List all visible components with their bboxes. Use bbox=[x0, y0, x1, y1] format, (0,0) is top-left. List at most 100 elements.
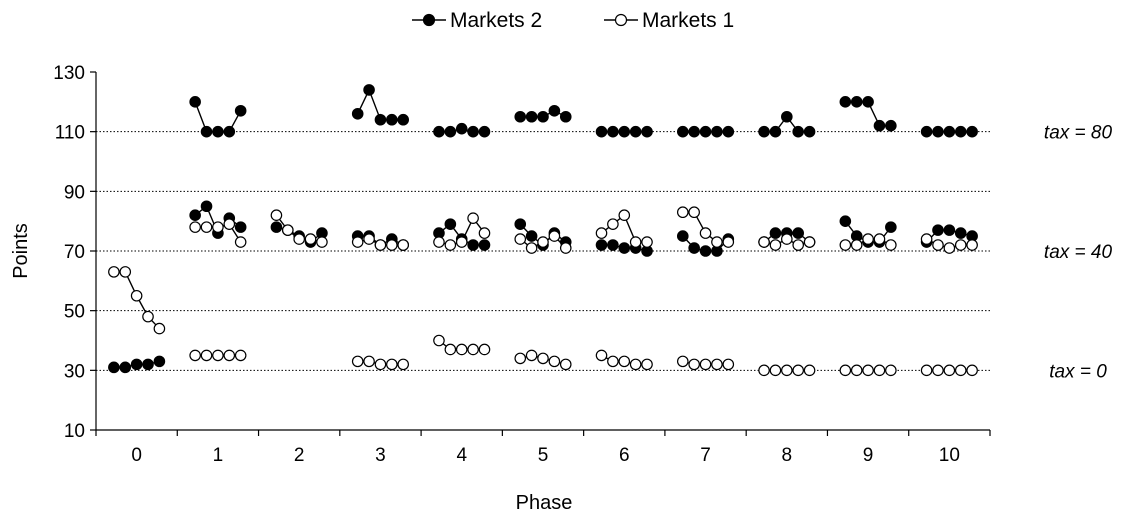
point-markets-1-phase-8-14-4 bbox=[804, 365, 814, 375]
point-markets-2-phase-3-4-2 bbox=[375, 115, 385, 125]
point-markets-2-phase-8-15-1 bbox=[770, 228, 780, 238]
point-markets-1-phase-7-13-1 bbox=[689, 207, 699, 217]
point-markets-1-phase-5-9-0 bbox=[515, 234, 525, 244]
point-markets-1-phase-9-16-2 bbox=[863, 365, 873, 375]
y-axis-ticks: 10 30 50 70 90 110 130 bbox=[53, 63, 96, 442]
point-markets-2-phase-5-8-1 bbox=[526, 112, 536, 122]
point-markets-1-phase-3-5-1 bbox=[364, 234, 374, 244]
point-markets-1-phase-6-11-3 bbox=[630, 237, 640, 247]
point-markets-1-phase-4-6-2 bbox=[457, 344, 467, 354]
point-markets-2-phase-9-16-1 bbox=[852, 97, 862, 107]
y-tick-label-30: 30 bbox=[64, 361, 85, 382]
point-markets-2-phase-4-7-4 bbox=[479, 240, 489, 250]
point-markets-1-phase-4-7-1 bbox=[445, 240, 455, 250]
point-markets-1-phase-1-1-3 bbox=[224, 350, 234, 360]
point-markets-1-phase-8-15-3 bbox=[793, 240, 803, 250]
point-markets-2-phase-10-18-0 bbox=[921, 126, 931, 136]
point-markets-1-phase-1-2-3 bbox=[224, 219, 234, 229]
y-tick-label-110: 110 bbox=[55, 123, 85, 144]
point-markets-1-phase-5-8-0 bbox=[515, 353, 525, 363]
point-markets-2-phase-4-6-1 bbox=[445, 126, 455, 136]
point-markets-1-phase-8-14-0 bbox=[759, 365, 769, 375]
point-markets-1-phase-10-18-0 bbox=[921, 365, 931, 375]
point-markets-1-phase-0-0-2 bbox=[131, 291, 141, 301]
point-markets-1-phase-2-3-0 bbox=[271, 210, 281, 220]
point-markets-2-phase-8-14-4 bbox=[804, 126, 814, 136]
point-markets-1-phase-6-10-4 bbox=[642, 359, 652, 369]
point-markets-1-phase-4-6-1 bbox=[445, 344, 455, 354]
point-markets-1-phase-5-9-2 bbox=[538, 237, 548, 247]
point-markets-2-phase-8-14-3 bbox=[793, 126, 803, 136]
point-markets-2-phase-3-4-3 bbox=[387, 115, 397, 125]
point-markets-1-phase-5-8-1 bbox=[526, 350, 536, 360]
point-markets-1-phase-6-10-1 bbox=[608, 356, 618, 366]
point-markets-1-phase-10-18-4 bbox=[967, 365, 977, 375]
point-markets-2-phase-9-17-4 bbox=[886, 222, 896, 232]
point-markets-2-phase-3-4-0 bbox=[352, 109, 362, 119]
point-markets-2-phase-3-4-4 bbox=[398, 115, 408, 125]
point-markets-1-phase-3-4-4 bbox=[398, 359, 408, 369]
x-tick-label-2: 2 bbox=[294, 445, 305, 466]
point-markets-2-phase-8-14-2 bbox=[782, 112, 792, 122]
point-markets-2-phase-9-16-2 bbox=[863, 97, 873, 107]
point-markets-1-phase-7-12-2 bbox=[700, 359, 710, 369]
y-axis-title: Points bbox=[10, 223, 32, 279]
point-markets-1-phase-9-17-3 bbox=[874, 234, 884, 244]
point-markets-2-phase-3-4-1 bbox=[364, 85, 374, 95]
point-markets-1-phase-4-6-3 bbox=[468, 344, 478, 354]
point-markets-1-phase-0-0-3 bbox=[143, 311, 153, 321]
point-markets-2-phase-7-13-2 bbox=[700, 246, 710, 256]
plot-area bbox=[109, 85, 978, 376]
legend-item-markets-1: Markets 1 bbox=[604, 9, 734, 32]
point-markets-1-phase-7-12-1 bbox=[689, 359, 699, 369]
point-markets-1-phase-9-16-0 bbox=[840, 365, 850, 375]
point-markets-1-phase-1-2-1 bbox=[201, 222, 211, 232]
point-markets-1-phase-9-16-4 bbox=[886, 365, 896, 375]
point-markets-2-phase-6-10-2 bbox=[619, 126, 629, 136]
legend-marker-markets-1 bbox=[616, 15, 627, 26]
point-markets-2-phase-6-10-1 bbox=[608, 126, 618, 136]
point-markets-1-phase-4-7-3 bbox=[468, 213, 478, 223]
point-markets-2-phase-5-9-0 bbox=[515, 219, 525, 229]
point-markets-1-phase-6-10-2 bbox=[619, 356, 629, 366]
point-markets-2-phase-1-1-1 bbox=[201, 126, 211, 136]
point-markets-1-phase-8-14-1 bbox=[770, 365, 780, 375]
point-markets-1-phase-8-15-4 bbox=[804, 237, 814, 247]
point-markets-1-phase-2-3-4 bbox=[317, 237, 327, 247]
point-markets-2-phase-1-2-0 bbox=[190, 210, 200, 220]
annotation-2: tax = 0 bbox=[1049, 361, 1107, 382]
annotation-1: tax = 40 bbox=[1044, 242, 1113, 263]
point-markets-1-phase-2-3-1 bbox=[283, 225, 293, 235]
point-markets-2-phase-0-0-4 bbox=[154, 356, 164, 366]
annotation-0: tax = 80 bbox=[1044, 123, 1113, 144]
point-markets-2-phase-5-8-3 bbox=[549, 106, 559, 116]
point-markets-2-phase-0-0-0 bbox=[109, 362, 119, 372]
x-tick-label-6: 6 bbox=[619, 445, 630, 466]
y-tick-label-70: 70 bbox=[64, 242, 85, 263]
point-markets-2-phase-0-0-1 bbox=[120, 362, 130, 372]
series-markets-2 bbox=[109, 85, 978, 373]
point-markets-1-phase-8-15-0 bbox=[759, 237, 769, 247]
point-markets-1-phase-5-8-4 bbox=[561, 359, 571, 369]
point-markets-1-phase-8-15-1 bbox=[770, 240, 780, 250]
point-markets-1-phase-6-11-4 bbox=[642, 237, 652, 247]
point-markets-1-phase-10-18-3 bbox=[956, 365, 966, 375]
point-markets-1-phase-1-1-4 bbox=[235, 350, 245, 360]
point-markets-1-phase-6-10-0 bbox=[596, 350, 606, 360]
point-markets-2-phase-9-17-0 bbox=[840, 216, 850, 226]
point-markets-2-phase-4-6-0 bbox=[434, 126, 444, 136]
point-markets-2-phase-7-12-1 bbox=[689, 126, 699, 136]
point-markets-2-phase-1-1-2 bbox=[213, 126, 223, 136]
point-markets-1-phase-5-9-1 bbox=[526, 243, 536, 253]
point-markets-2-phase-10-19-1 bbox=[933, 225, 943, 235]
point-markets-2-phase-8-15-3 bbox=[793, 228, 803, 238]
point-markets-1-phase-8-14-3 bbox=[793, 365, 803, 375]
point-markets-2-phase-10-18-2 bbox=[944, 126, 954, 136]
point-markets-1-phase-4-7-4 bbox=[479, 228, 489, 238]
point-markets-2-phase-1-2-4 bbox=[235, 222, 245, 232]
point-markets-1-phase-0-0-0 bbox=[109, 267, 119, 277]
point-markets-2-phase-9-16-4 bbox=[886, 121, 896, 131]
point-markets-1-phase-8-14-2 bbox=[782, 365, 792, 375]
point-markets-1-phase-6-11-1 bbox=[608, 219, 618, 229]
point-markets-1-phase-0-0-1 bbox=[120, 267, 130, 277]
